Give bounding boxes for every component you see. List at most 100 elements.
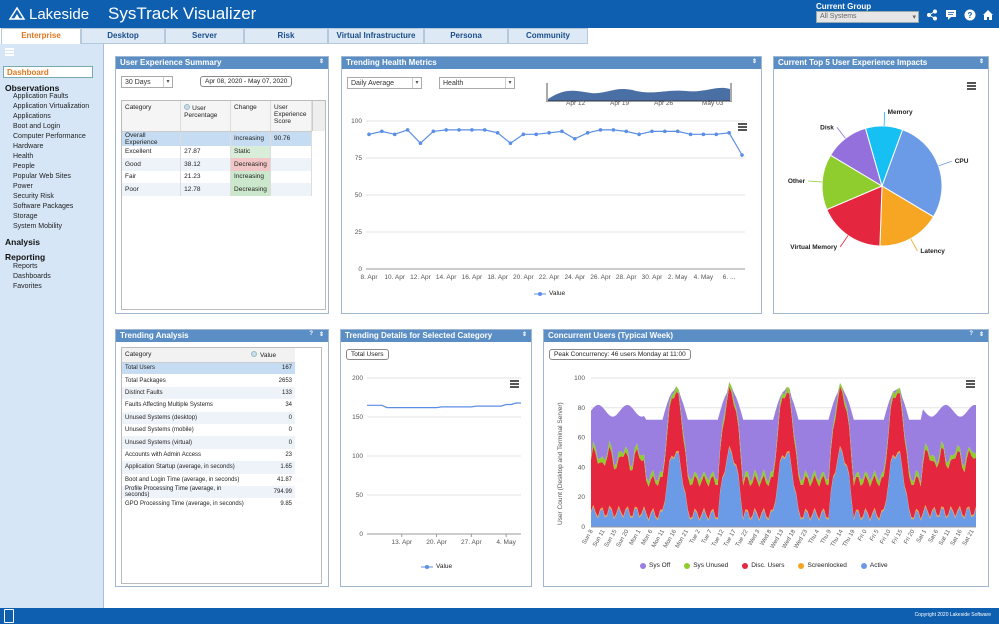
sidebar-item-reports[interactable]: Reports [13, 263, 38, 270]
x-tick-label: 30. Apr [642, 274, 663, 281]
metric-select[interactable]: Health ▾ [439, 77, 515, 89]
sidebar-item-computer-performance[interactable]: Computer Performance [13, 133, 86, 140]
sidebar-heading-observations[interactable]: Observations [5, 83, 60, 93]
table-scrollbar[interactable] [312, 101, 325, 131]
hamburger-menu-icon[interactable] [5, 48, 14, 56]
sidebar-item-popular-web-sites[interactable]: Popular Web Sites [13, 173, 71, 180]
data-point [380, 129, 384, 134]
chat-icon[interactable] [945, 9, 957, 21]
table-row[interactable]: Overall Experience Increasing 90.76 [122, 131, 312, 146]
home-icon[interactable] [982, 9, 994, 21]
tab-risk[interactable]: Risk [244, 28, 328, 44]
help-icon[interactable]: ? [964, 9, 976, 21]
col-header-category[interactable]: Category [122, 348, 248, 363]
sidebar-item-security-risk[interactable]: Security Risk [13, 193, 54, 200]
sidebar-item-dashboard[interactable]: Dashboard [3, 66, 93, 78]
sidebar-item-hardware[interactable]: Hardware [13, 143, 44, 150]
sidebar-item-power[interactable]: Power [13, 183, 33, 190]
sidebar-item-dashboards[interactable]: Dashboards [13, 273, 51, 280]
collapse-icon[interactable]: ⇕ [978, 332, 984, 338]
sidebar-item-applications[interactable]: Applications [13, 113, 51, 120]
y-tick-label: 40 [578, 464, 586, 471]
tab-community[interactable]: Community [508, 28, 588, 44]
sidebar-item-people[interactable]: People [13, 163, 35, 170]
table-row[interactable]: Excellent 27.87 Static [122, 145, 312, 158]
cell-value: 34 [285, 402, 292, 409]
export-icon[interactable] [4, 609, 14, 623]
navigator-area [548, 87, 730, 101]
table-row[interactable]: Unused Systems (virtual) 0 [122, 436, 295, 449]
table-row[interactable]: Fair 21.23 Increasing [122, 170, 312, 183]
selected-category-pill[interactable]: Total Users [346, 349, 389, 360]
tab-virtual-infrastructure[interactable]: Virtual Infrastructure [328, 28, 424, 44]
table-row[interactable]: Total Users 167 [122, 362, 295, 375]
table-row[interactable]: Total Packages 2653 [122, 374, 295, 386]
sidebar-heading-analysis[interactable]: Analysis [5, 237, 40, 247]
group-select[interactable]: All Systems ▾ [816, 11, 919, 23]
range-select[interactable]: 30 Days ▾ [121, 76, 173, 88]
x-tick-label: Sat 21 [962, 528, 976, 547]
help-icon[interactable]: ? [309, 331, 313, 337]
collapse-icon[interactable]: ⇕ [978, 59, 984, 65]
sidebar-item-application-faults[interactable]: Application Faults [13, 93, 69, 100]
col-header-value[interactable]: Value [248, 348, 295, 363]
data-point [637, 132, 641, 137]
collapse-icon[interactable]: ⇕ [521, 332, 527, 338]
chart-menu-icon[interactable] [510, 380, 519, 388]
table-row[interactable]: Good 38.12 Decreasing [122, 158, 312, 171]
help-icon[interactable]: ? [969, 331, 973, 337]
chart-menu-icon[interactable] [738, 123, 747, 131]
cell-category: Overall Experience [122, 131, 182, 146]
panel-header: User Experience Summary ⇕ [116, 57, 328, 69]
panel-top-5-impacts: Current Top 5 User Experience Impacts ⇕ … [773, 56, 989, 314]
chart-menu-icon[interactable] [966, 380, 975, 388]
navigator-handle-left[interactable] [546, 83, 548, 101]
table-row[interactable]: Application Startup (average, in seconds… [122, 461, 295, 474]
legend-item[interactable]: Sys Unused [684, 562, 728, 569]
sidebar-item-system-mobility[interactable]: System Mobility [13, 223, 63, 230]
table-row[interactable]: Unused Systems (mobile) 0 [122, 424, 295, 436]
collapse-icon[interactable]: ⇕ [751, 59, 757, 65]
chart-menu-icon[interactable] [967, 82, 976, 90]
sidebar-item-storage[interactable]: Storage [13, 213, 38, 220]
table-row[interactable]: Accounts with Admin Access 23 [122, 449, 295, 461]
navigator[interactable] [546, 81, 732, 109]
sidebar-heading-reporting[interactable]: Reporting [5, 252, 46, 262]
tab-desktop[interactable]: Desktop [81, 28, 165, 44]
chart-legend[interactable]: Value [421, 563, 452, 570]
table-row[interactable]: Boot and Login Time (average, in seconds… [122, 474, 295, 486]
sidebar-item-software-packages[interactable]: Software Packages [13, 203, 74, 210]
legend-item[interactable]: Active [860, 562, 888, 569]
sidebar-item-boot-and-login[interactable]: Boot and Login [13, 123, 61, 130]
col-header-user-percentage[interactable]: User Percentage [180, 101, 232, 132]
nav-label: May 03 [702, 100, 724, 107]
sidebar-item-application-virtualization[interactable]: Application Virtualization [13, 103, 90, 110]
tab-persona[interactable]: Persona [424, 28, 508, 44]
legend-item[interactable]: Screenlocked [798, 562, 847, 569]
tab-server[interactable]: Server [165, 28, 244, 44]
sidebar-item-favorites[interactable]: Favorites [13, 283, 42, 290]
legend-item[interactable]: Disc. Users [742, 562, 784, 569]
date-range-pill[interactable]: Apr 08, 2020 - May 07, 2020 [200, 76, 293, 87]
tab-enterprise[interactable]: Enterprise [1, 28, 81, 44]
aggregation-select[interactable]: Daily Average ▾ [347, 77, 422, 89]
table-row[interactable]: Poor 12.78 Decreasing [122, 183, 312, 196]
table-row[interactable]: Faults Affecting Multiple Systems 34 [122, 399, 295, 411]
sidebar-item-health[interactable]: Health [13, 153, 34, 160]
collapse-icon[interactable]: ⇕ [318, 59, 324, 65]
pie-label: CPU [955, 158, 969, 165]
share-icon[interactable] [926, 9, 938, 21]
legend-item[interactable]: Sys Off [640, 562, 670, 569]
chart-legend[interactable]: Value [534, 290, 565, 297]
col-header-change[interactable]: Change [230, 101, 271, 132]
col-header-score[interactable]: User Experience Score [270, 101, 312, 132]
table-row[interactable]: Unused Systems (desktop) 0 [122, 411, 295, 424]
legend-label: Sys Off [649, 562, 671, 569]
x-tick-label: Fri 20 [903, 528, 916, 545]
collapse-icon[interactable]: ⇕ [318, 332, 324, 338]
table-row[interactable]: GPO Processing Time (average, in seconds… [122, 498, 295, 510]
table-row[interactable]: Distinct Faults 133 [122, 386, 295, 400]
navigator-handle-right[interactable] [730, 83, 732, 101]
table-row[interactable]: Profile Processing Time (average, in sec… [122, 485, 295, 499]
col-header-category[interactable]: Category [122, 101, 182, 132]
